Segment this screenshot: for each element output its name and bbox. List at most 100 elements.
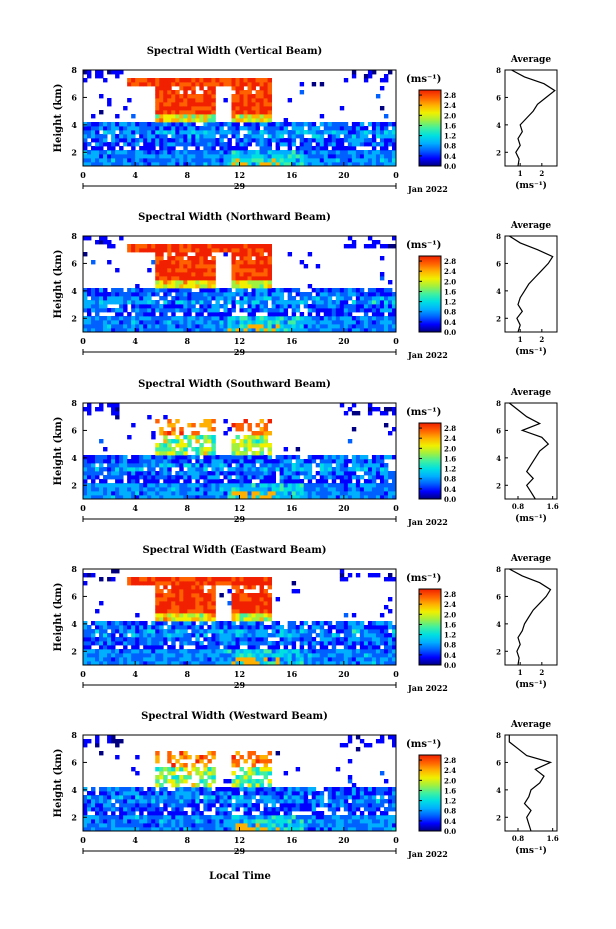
heatmap-cell xyxy=(359,475,365,480)
heatmap-cell xyxy=(231,601,236,606)
heatmap-cell xyxy=(199,248,204,253)
heatmap-cell xyxy=(251,94,256,99)
heatmap-cell xyxy=(311,82,317,87)
heatmap-cell xyxy=(175,328,180,333)
heatmap-cell xyxy=(287,158,293,163)
heatmap-cell xyxy=(291,657,297,662)
heatmap-cell xyxy=(159,324,164,329)
heatmap-cell xyxy=(343,304,349,309)
heatmap-cell xyxy=(227,589,232,594)
heatmap-cell xyxy=(195,118,200,123)
heatmap-cell xyxy=(247,435,252,440)
heatmap-cell xyxy=(223,653,228,658)
heatmap-cell xyxy=(163,244,168,249)
heatmap-cell xyxy=(207,312,212,317)
heatmap-cell xyxy=(295,288,301,293)
heatmap-cell xyxy=(375,459,381,464)
heatmap-cell xyxy=(279,479,285,484)
heatmap-cell xyxy=(191,585,196,590)
heatmap-cell xyxy=(267,491,272,496)
heatmap-cell xyxy=(375,292,381,297)
heatmap-cell xyxy=(367,244,373,249)
heatmap-cell xyxy=(191,154,196,159)
heatmap-cell xyxy=(355,467,361,472)
heatmap-cell xyxy=(343,633,349,638)
heatmap-cell xyxy=(155,815,160,820)
heatmap-cell xyxy=(131,807,136,812)
heatmap-cell xyxy=(363,162,369,167)
heatmap-cell xyxy=(203,276,208,281)
heatmap-cell xyxy=(243,637,248,642)
heatmap-cell xyxy=(263,146,268,151)
heatmap-cell xyxy=(195,260,200,265)
heatmap-cell xyxy=(115,463,120,468)
heatmap-cell xyxy=(263,244,268,249)
heatmap-cell xyxy=(107,244,112,249)
heatmap-cell xyxy=(167,487,172,492)
heatmap-cell xyxy=(99,439,104,444)
heatmap-cell xyxy=(263,649,268,654)
heatmap-cell xyxy=(235,455,240,460)
heatmap-cell xyxy=(143,150,148,155)
heatmap-cell xyxy=(255,260,260,265)
heatmap-cell xyxy=(279,463,285,468)
heatmap-cell xyxy=(311,146,317,151)
heatmap-cell xyxy=(199,621,204,626)
heatmap-cell xyxy=(287,122,293,127)
heatmap-cell xyxy=(83,292,88,297)
heatmap-cell xyxy=(155,324,160,329)
heatmap-cell xyxy=(183,601,188,606)
average-x-label: (ms⁻¹) xyxy=(515,180,547,191)
heatmap-cell xyxy=(271,629,277,634)
heatmap-cell xyxy=(283,154,289,159)
heatmap-cell xyxy=(307,467,313,472)
heatmap-cell xyxy=(259,272,264,277)
heatmap-cell xyxy=(159,577,164,582)
heatmap-cell xyxy=(323,296,329,301)
heatmap-cell xyxy=(275,130,281,135)
heatmap-cell xyxy=(307,130,313,135)
heatmap-cell xyxy=(183,649,188,654)
heatmap-cell xyxy=(243,90,248,95)
heatmap-cell xyxy=(227,122,232,127)
heatmap-cell xyxy=(271,633,277,638)
heatmap-cell xyxy=(263,122,268,127)
heatmap-cell xyxy=(151,138,156,143)
heatmap-cell xyxy=(195,150,200,155)
heatmap-cell xyxy=(339,142,345,147)
heatmap-cell xyxy=(147,661,152,666)
heatmap-cell xyxy=(179,154,184,159)
heatmap-cell xyxy=(179,637,184,642)
heatmap-cell xyxy=(87,403,92,408)
heatmap-cell xyxy=(139,467,144,472)
heatmap-cell xyxy=(95,150,100,155)
heatmap-cell xyxy=(143,807,148,812)
heatmap-cell xyxy=(283,288,289,293)
heatmap-cell xyxy=(167,122,172,127)
heatmap-cell xyxy=(163,142,168,147)
heatmap-cell xyxy=(159,90,164,95)
heatmap-cell xyxy=(211,154,216,159)
heatmap-cell xyxy=(119,292,124,297)
heatmap-cell xyxy=(187,625,192,630)
heatmap-cell xyxy=(183,284,188,289)
heatmap-cell xyxy=(215,479,220,484)
heatmap-cell xyxy=(323,138,329,143)
heatmap-cell xyxy=(191,431,196,436)
heatmap-cell xyxy=(135,807,140,812)
heatmap-cell xyxy=(131,122,136,127)
heatmap-cell xyxy=(255,451,260,456)
heatmap-cell xyxy=(131,467,136,472)
heatmap-cell xyxy=(307,126,313,131)
heatmap-cell xyxy=(247,597,252,602)
heatmap-cell xyxy=(295,653,301,658)
heatmap-cell xyxy=(175,819,180,824)
heatmap-cell xyxy=(259,439,264,444)
heatmap-cell xyxy=(175,451,180,456)
heatmap-cell xyxy=(335,292,341,297)
heatmap-cell xyxy=(131,455,136,460)
heatmap-cell xyxy=(267,102,272,107)
heatmap-cell xyxy=(163,162,168,167)
heatmap-cell xyxy=(211,439,216,444)
heatmap-cell xyxy=(335,154,341,159)
